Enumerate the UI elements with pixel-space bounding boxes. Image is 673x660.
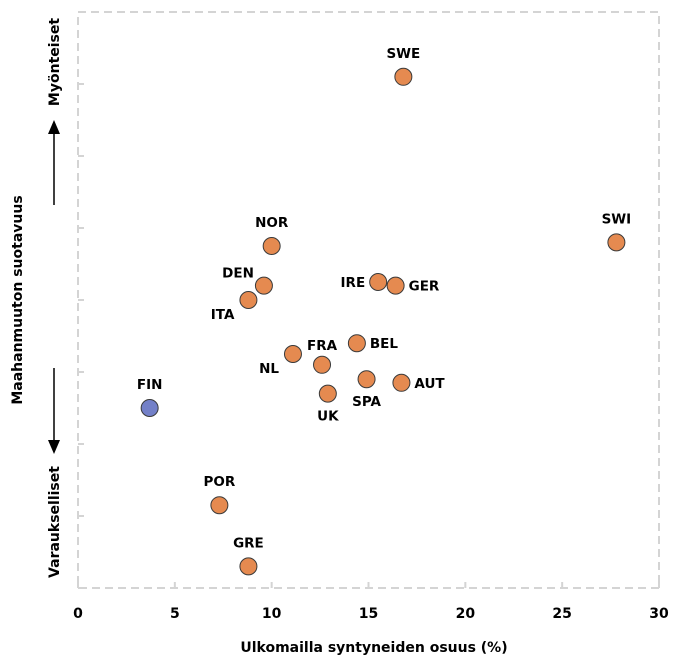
x-tick-label: 0 bbox=[73, 606, 83, 622]
point-nor bbox=[262, 237, 281, 255]
point-label-aut: AUT bbox=[414, 376, 445, 392]
point-gre bbox=[239, 557, 258, 576]
arrow-down-icon bbox=[48, 368, 60, 454]
x-tick-label: 10 bbox=[262, 606, 282, 622]
point-label-ire: IRE bbox=[341, 275, 366, 291]
point-ire bbox=[369, 273, 388, 291]
point-label-bel: BEL bbox=[370, 336, 399, 352]
point-swe bbox=[394, 67, 413, 86]
point-label-fin: FIN bbox=[137, 377, 163, 393]
point-label-uk: UK bbox=[317, 409, 339, 425]
point-label-ita: ITA bbox=[211, 307, 235, 323]
y-top-label: Myönteiset bbox=[47, 18, 63, 106]
point-label-nor: NOR bbox=[255, 215, 289, 231]
point-nl bbox=[283, 345, 302, 363]
point-swi bbox=[607, 233, 626, 252]
x-axis-title: Ulkomailla syntyneiden osuus (%) bbox=[240, 640, 507, 656]
y-axis-title: Maahanmuuton suotavuus bbox=[10, 195, 26, 404]
point-label-por: POR bbox=[203, 474, 235, 490]
point-label-gre: GRE bbox=[233, 535, 264, 551]
point-fra bbox=[313, 355, 332, 374]
point-label-fra: FRA bbox=[307, 338, 338, 354]
point-aut bbox=[392, 373, 411, 392]
x-axis-tick-labels: 0 5 10 15 20 25 30 bbox=[73, 606, 669, 622]
x-tick-label: 15 bbox=[359, 606, 378, 622]
point-label-den: DEN bbox=[222, 266, 254, 282]
point-label-ger: GER bbox=[409, 279, 440, 295]
point-ita bbox=[239, 291, 258, 309]
point-label-swi: SWI bbox=[602, 211, 632, 227]
y-bottom-label: Varaukselliset bbox=[47, 466, 63, 578]
x-tick-label: 20 bbox=[456, 606, 476, 622]
point-fin bbox=[140, 399, 159, 417]
x-tick-label: 25 bbox=[552, 606, 571, 622]
point-labels: SWE SWI NOR DEN ITA IRE GER BEL FRA NL SPA AUT UK FIN… bbox=[137, 46, 631, 552]
point-den bbox=[254, 276, 273, 295]
plot-frame bbox=[77, 11, 660, 589]
point-bel bbox=[347, 334, 366, 353]
point-label-spa: SPA bbox=[352, 394, 381, 410]
point-uk bbox=[318, 384, 337, 403]
data-points bbox=[140, 67, 626, 576]
point-label-nl: NL bbox=[259, 361, 279, 377]
arrow-up-icon bbox=[48, 120, 60, 205]
point-ger bbox=[386, 276, 405, 295]
y-axis-ticks bbox=[78, 11, 84, 589]
x-axis-ticks bbox=[77, 582, 660, 588]
x-tick-label: 30 bbox=[649, 606, 669, 622]
point-por bbox=[210, 496, 229, 515]
x-tick-label: 5 bbox=[170, 606, 180, 622]
point-label-swe: SWE bbox=[386, 46, 420, 62]
point-spa bbox=[357, 370, 376, 389]
